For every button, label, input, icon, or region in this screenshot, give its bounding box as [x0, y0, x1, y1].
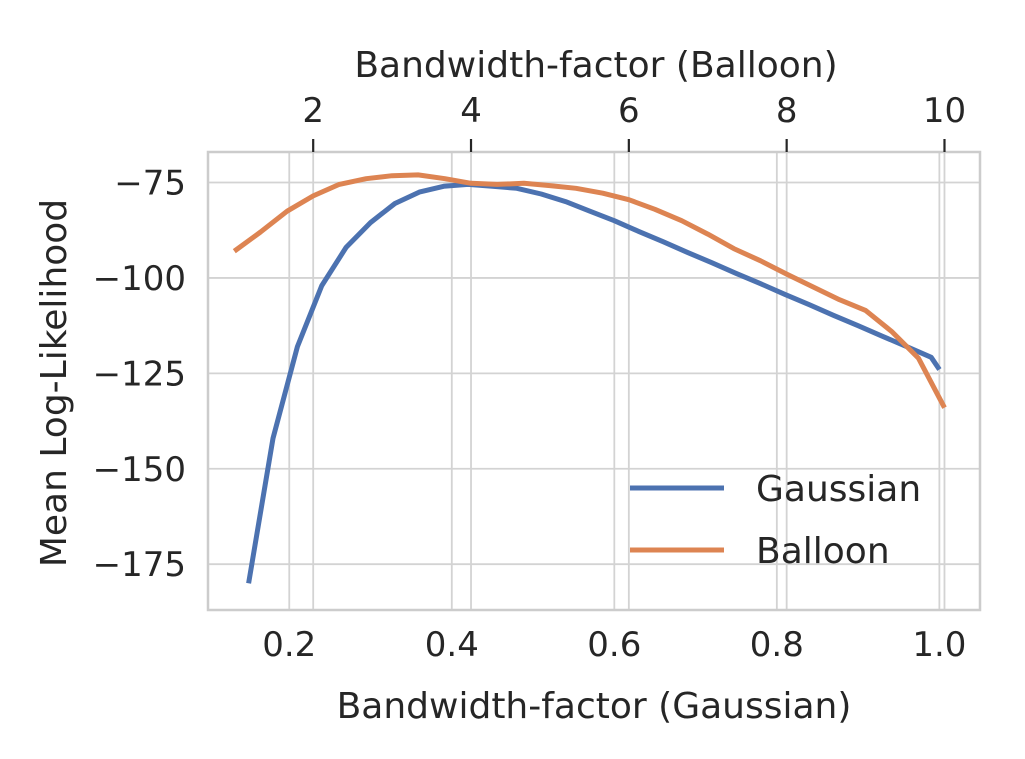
- tick-marks: [312, 139, 946, 152]
- x-tick-label: 0.8: [750, 625, 804, 665]
- y-tick-label: −150: [93, 450, 186, 490]
- x-tick-label: 1.0: [912, 625, 966, 665]
- series-lines: [232, 172, 947, 584]
- x-tick-label: 0.2: [262, 625, 316, 665]
- series-line-balloon: [232, 172, 947, 409]
- legend-label-balloon: Balloon: [756, 531, 890, 572]
- series-line-gaussian: [246, 181, 942, 584]
- y-tick-label: −100: [93, 259, 186, 299]
- legend: Gaussian Balloon: [630, 469, 921, 572]
- x2-axis-title: Bandwidth-factor (Balloon): [354, 45, 837, 86]
- x2-tick-label: 6: [618, 91, 640, 131]
- x2-tick-label: 10: [923, 91, 966, 131]
- y-tick-label: −175: [93, 545, 186, 585]
- legend-label-gaussian: Gaussian: [756, 469, 921, 510]
- x2-tick-label: 2: [302, 91, 324, 131]
- y-tick-label: −75: [114, 164, 186, 204]
- x2-tick-label: 4: [460, 91, 482, 131]
- y-axis-title: Mean Log-Likelihood: [34, 199, 75, 567]
- tick-labels: 0.2 0.4 0.6 0.8 1.0 2 4 6 8 10 −75 −100 −125 −150 −175: [93, 91, 967, 665]
- y-tick-label: −125: [93, 354, 186, 394]
- plot-frame: [206, 150, 982, 612]
- x-tick-label: 0.4: [425, 625, 479, 665]
- x2-tick-label: 8: [776, 91, 798, 131]
- x-tick-label: 0.6: [587, 625, 641, 665]
- x-axis-title: Bandwidth-factor (Gaussian): [337, 686, 852, 727]
